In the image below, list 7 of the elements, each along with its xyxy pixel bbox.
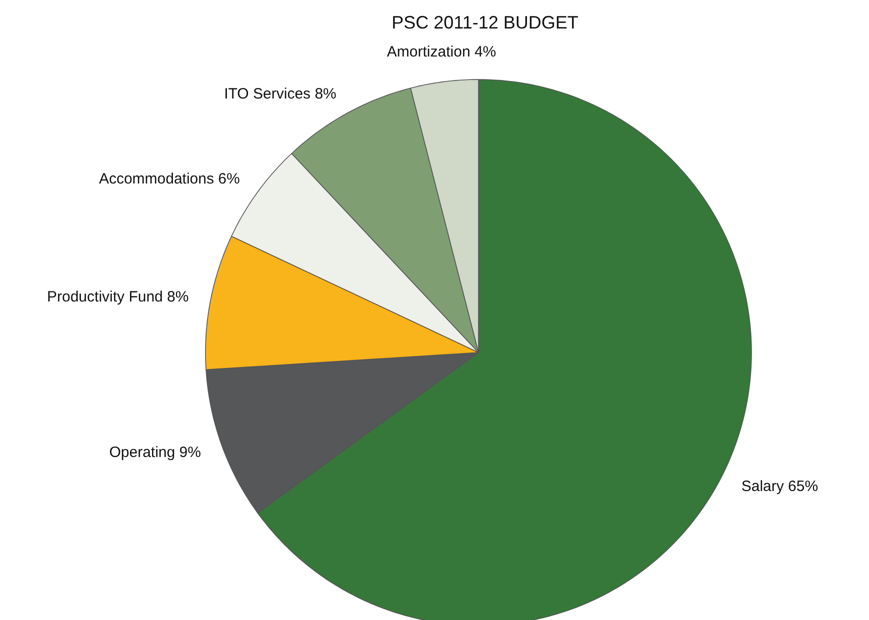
slice-label: Salary 65% (741, 478, 818, 495)
chart-title: PSC 2011-12 BUDGET (392, 12, 578, 32)
slice-label: Accommodations 6% (98, 170, 240, 188)
slice-label: Operating 9% (109, 444, 201, 461)
slice-label: ITO Services 8% (224, 85, 336, 102)
slice-label: Productivity Fund 8% (46, 288, 189, 306)
slice-label: Amortization 4% (386, 43, 496, 60)
